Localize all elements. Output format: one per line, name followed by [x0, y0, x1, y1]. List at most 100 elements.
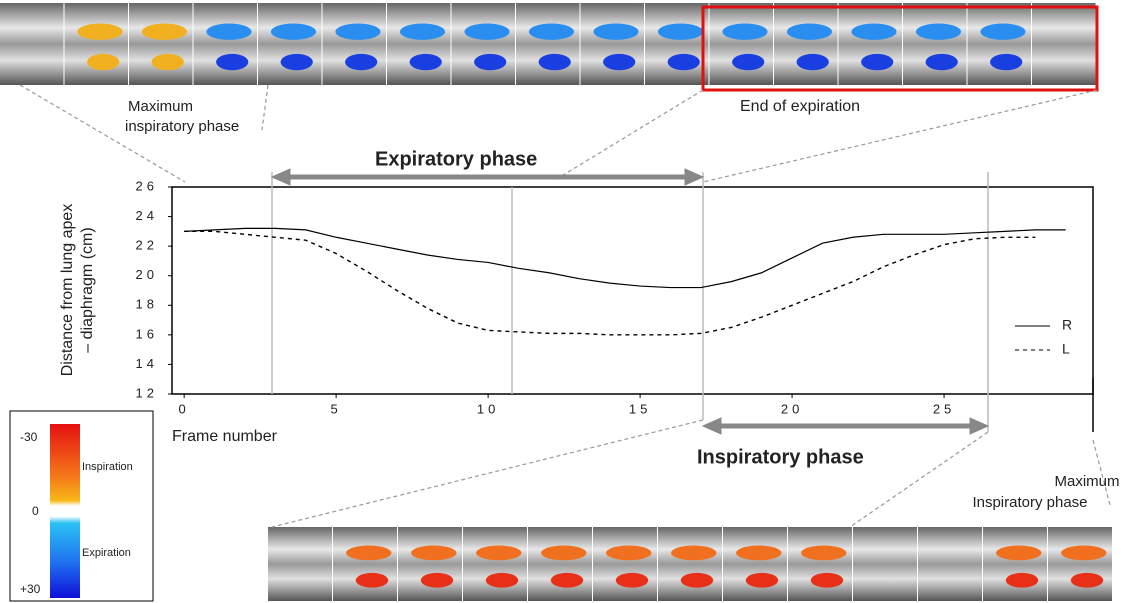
- thumbnail-overlay: [411, 546, 457, 561]
- thumbnail-overlay: [142, 24, 187, 40]
- colorbar-label: 0: [32, 504, 39, 518]
- thumbnail-overlay: [529, 24, 574, 40]
- thumbnail-overlay: [541, 546, 587, 561]
- y-tick-label: 24: [136, 208, 158, 223]
- thumbnail-overlay: [1061, 546, 1107, 561]
- thumbnail: [1048, 527, 1112, 601]
- thumbnail: [645, 3, 709, 85]
- thumbnail-overlay: [421, 573, 454, 588]
- colorbar-label: +30: [20, 582, 41, 596]
- thumbnail-overlay: [346, 546, 392, 561]
- data-line: [184, 228, 1065, 287]
- thumbnail-overlay: [206, 24, 251, 40]
- x-tick-label: 10: [477, 401, 499, 416]
- thumbnail-overlay: [732, 54, 764, 70]
- thumbnail-overlay: [152, 54, 184, 70]
- thumbnail-overlay: [801, 546, 847, 561]
- x-tick-label: 25: [933, 401, 955, 416]
- thumbnail: [983, 527, 1047, 601]
- thumbnail-overlay: [746, 573, 779, 588]
- thumbnail: [516, 3, 580, 85]
- annotation: End of expiration: [740, 98, 860, 115]
- thumbnail-overlay: [668, 54, 700, 70]
- thumbnail: [581, 3, 645, 85]
- thumbnail: [774, 3, 838, 85]
- thumbnail-overlay: [616, 573, 649, 588]
- thumbnail-overlay: [811, 573, 844, 588]
- thumbnail-overlay: [980, 24, 1025, 40]
- annotation: Inspiratory phase: [697, 446, 864, 468]
- thumbnail-overlay: [797, 54, 829, 70]
- colorbar-label: Expiration: [82, 547, 131, 559]
- thumbnail-overlay: [1071, 573, 1104, 588]
- legend-label: L: [1062, 341, 1070, 357]
- x-tick-label: 20: [781, 401, 803, 416]
- plot-frame: [172, 187, 1093, 394]
- x-tick-label: 5: [331, 401, 342, 416]
- thumbnail-overlay: [410, 54, 442, 70]
- thumbnail-overlay: [474, 54, 506, 70]
- y-tick-label: 20: [136, 267, 158, 282]
- thumbnail-overlay: [476, 546, 522, 561]
- thumbnail: [918, 527, 982, 601]
- thumbnail: [398, 527, 462, 601]
- thumbnail-overlay: [861, 54, 893, 70]
- thumbnail-overlay: [335, 24, 380, 40]
- y-tick-label: 18: [136, 297, 158, 312]
- y-tick-label: 16: [136, 326, 158, 341]
- thumbnail-overlay: [681, 573, 714, 588]
- y-tick-label: 14: [136, 356, 158, 371]
- thumbnail-overlay: [271, 24, 316, 40]
- thumbnail: [258, 3, 322, 85]
- thumbnail: [968, 3, 1032, 85]
- thumbnail-overlay: [281, 54, 313, 70]
- thumbnail-overlay: [356, 573, 389, 588]
- thumbnail-overlay: [916, 24, 961, 40]
- thumbnail: [853, 527, 917, 601]
- thumbnail-overlay: [926, 54, 958, 70]
- x-tick-label: 15: [629, 401, 651, 416]
- connectors: [20, 85, 1110, 527]
- thumbnail-overlay: [787, 24, 832, 40]
- thumbnail-overlay: [996, 546, 1042, 561]
- annotation: Inspiratory phase: [972, 494, 1087, 511]
- thumbnail: [710, 3, 774, 85]
- thumbnail-overlay: [658, 24, 703, 40]
- annotation: Expiratory phase: [375, 148, 537, 170]
- thumbnail: [452, 3, 516, 85]
- thumbnail-overlay: [77, 24, 122, 40]
- y-tick-label: 22: [136, 238, 158, 253]
- y-tick-label: 12: [136, 385, 158, 400]
- legend-label: R: [1062, 317, 1072, 333]
- colorbar-label: -30: [20, 430, 38, 444]
- thumbnail-overlay: [539, 54, 571, 70]
- thumbnail-overlay: [990, 54, 1022, 70]
- thumbnail: [387, 3, 451, 85]
- y-axis-label: Distance from lung apex: [59, 204, 76, 377]
- thumbnail: [788, 527, 852, 601]
- colorbar-label: Inspiration: [82, 461, 133, 473]
- thumbnail: [333, 527, 397, 601]
- annotation: inspiratory phase: [125, 118, 239, 135]
- y-tick-label: 26: [136, 178, 158, 193]
- thumbnail: [593, 527, 657, 601]
- thumbnail: [268, 527, 332, 601]
- annotation: Maximum: [1054, 473, 1119, 490]
- thumbnail: [903, 3, 967, 85]
- thumbnail-overlay: [551, 573, 584, 588]
- thumbnail-overlay: [216, 54, 248, 70]
- thumbnail: [129, 3, 193, 85]
- thumbnail-overlay: [671, 546, 717, 561]
- thumbnail-overlay: [593, 24, 638, 40]
- thumbnail-overlay: [464, 24, 509, 40]
- thumbnail-overlay: [1006, 573, 1039, 588]
- thumbnail-overlay: [486, 573, 519, 588]
- thumbnail: [463, 527, 527, 601]
- image-strips: [0, 3, 1112, 601]
- thumbnail-overlay: [722, 24, 767, 40]
- thumbnail: [723, 527, 787, 601]
- thumbnail: [658, 527, 722, 601]
- thumbnail-overlay: [736, 546, 782, 561]
- y-axis-label: – diaphragm (cm): [79, 227, 96, 352]
